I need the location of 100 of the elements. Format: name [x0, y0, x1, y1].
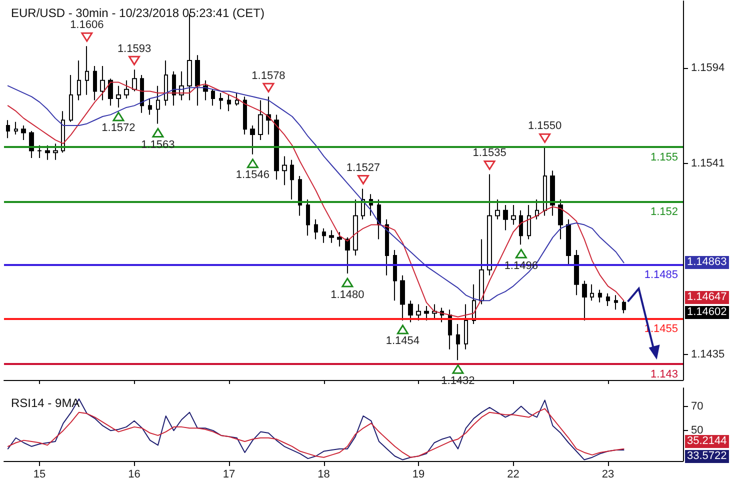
candlestick	[298, 176, 302, 216]
candlestick	[132, 69, 137, 92]
ref-line-label: 1.155	[650, 152, 678, 164]
annotation: 1.1480	[330, 288, 364, 301]
candlestick	[108, 78, 113, 106]
candlestick	[543, 146, 547, 216]
x-tick-label: 19	[412, 468, 425, 480]
ref-line-label: 1.152	[650, 206, 678, 218]
candlestick	[377, 199, 381, 240]
candlestick	[337, 232, 342, 247]
candlestick	[69, 74, 73, 122]
candlestick	[164, 60, 168, 106]
candlestick	[511, 204, 516, 226]
text: 1.14863	[685, 256, 729, 269]
candlestick	[598, 289, 602, 303]
candlestick	[424, 306, 429, 321]
chart-title: EUR/USD - 30min - 10/23/2018 05:23:41 (CET)	[11, 6, 264, 20]
candlestick	[211, 88, 215, 106]
candlestick	[408, 300, 413, 323]
candlestick	[258, 100, 263, 140]
candlestick	[519, 210, 523, 246]
x-tick-label: 16	[128, 468, 140, 480]
candlestick	[172, 70, 176, 106]
y-tick-label: 1.1541	[691, 157, 725, 170]
candlestick	[353, 199, 358, 256]
text: 35.2144	[685, 434, 729, 448]
candlestick	[614, 294, 618, 310]
candlestick	[535, 199, 539, 220]
candlestick	[85, 46, 89, 96]
candlestick	[622, 300, 626, 314]
candlestick	[558, 199, 563, 240]
candlestick	[227, 94, 231, 112]
candlestick	[45, 144, 50, 160]
candlestick	[416, 304, 421, 321]
candlestick	[195, 54, 200, 106]
x-tick-label: 22	[507, 468, 520, 480]
candlestick	[464, 304, 468, 350]
annotation: 1.1606	[70, 19, 104, 32]
x-tick-label: 15	[33, 468, 46, 480]
y-tick-label: 1.1594	[691, 62, 725, 74]
y-tick-label: 1.1435	[691, 348, 725, 361]
candlestick	[156, 85, 160, 124]
candlestick	[37, 144, 42, 159]
x-tick-label: 18	[318, 468, 330, 480]
candlestick	[456, 324, 460, 361]
annotation: 1.1527	[346, 162, 380, 174]
candlestick	[566, 218, 571, 265]
text: 1.14647	[685, 290, 729, 304]
candlestick	[100, 65, 105, 101]
x-tick-label: 23	[602, 468, 614, 480]
candlestick	[148, 98, 152, 116]
line-series	[7, 398, 624, 460]
candlestick	[345, 236, 350, 274]
annotation: 1.1550	[528, 120, 562, 132]
annotation: 1.1546	[236, 169, 270, 182]
candlestick	[322, 228, 326, 244]
text: 33.5722	[685, 450, 729, 463]
candlestick	[77, 60, 81, 101]
candlestick	[14, 121, 18, 136]
candlestick	[448, 309, 452, 350]
line-series	[7, 408, 624, 458]
candlestick	[329, 230, 334, 244]
candlestick	[503, 204, 508, 231]
candlestick	[53, 143, 58, 160]
candlestick	[6, 120, 10, 139]
x-tick-label: 17	[222, 468, 236, 480]
candlestick	[243, 96, 247, 136]
candlestick	[93, 65, 97, 101]
candlestick	[527, 204, 531, 240]
candlestick	[393, 250, 397, 302]
candlestick	[250, 125, 255, 155]
candlestick	[590, 284, 594, 302]
candlestick	[274, 114, 279, 180]
y-tick-label: 50	[691, 424, 704, 437]
candlestick	[306, 199, 310, 236]
candlestick	[21, 125, 26, 140]
text: 1.14602	[685, 306, 729, 319]
candlestick	[550, 170, 555, 216]
candlestick	[140, 74, 144, 114]
annotation: 1.1454	[386, 335, 420, 348]
candlestick	[385, 218, 389, 276]
candlestick	[400, 274, 405, 321]
candlestick	[29, 130, 34, 159]
candlestick	[235, 92, 239, 106]
ref-line-label: 1.143	[650, 368, 678, 380]
annotation: 1.1535	[472, 147, 506, 160]
candlestick	[582, 280, 587, 321]
candlestick	[219, 92, 223, 110]
candlestick	[606, 292, 610, 307]
candlestick	[487, 174, 492, 276]
candlestick	[495, 199, 500, 220]
annotation: 1.1578	[252, 70, 286, 82]
candlestick	[432, 304, 437, 320]
candlestick	[574, 250, 579, 296]
candlestick	[290, 159, 294, 200]
candlestick	[116, 85, 121, 108]
annotation: 1.1593	[117, 42, 152, 55]
candlestick	[282, 156, 287, 186]
candlestick	[479, 238, 484, 305]
y-tick-label: 70	[691, 400, 704, 412]
